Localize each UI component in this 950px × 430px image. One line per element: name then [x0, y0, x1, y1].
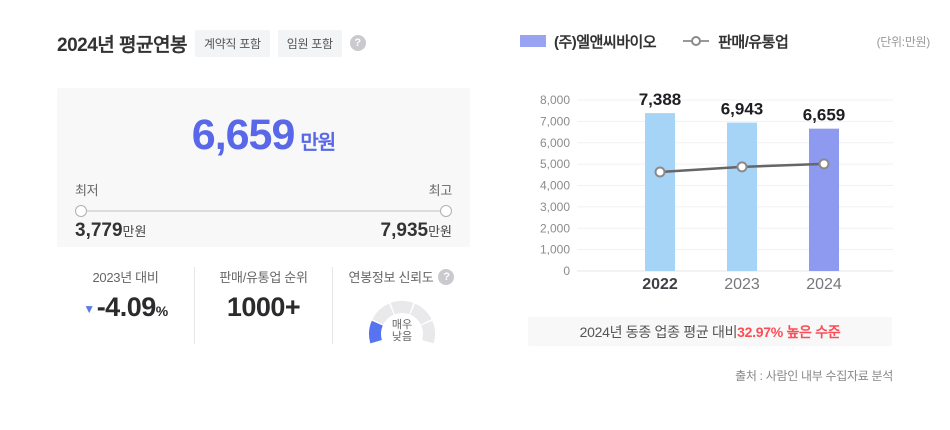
stat-yoy-value: ▼-4.09% [83, 292, 168, 322]
section-header: 2024년 평균연봉 계약직 포함 임원 포함 ? [57, 29, 470, 57]
trust-gauge: 매우 낮음 [333, 294, 470, 344]
max-value: 7,935만원 [380, 220, 452, 241]
bar-value-label-2024: 6,659 [803, 106, 846, 125]
gauge-segment-3 [390, 301, 413, 315]
salary-summary-section: 2024년 평균연봉 계약직 포함 임원 포함 ? 6,659 만원 최저 최고 … [57, 29, 470, 344]
min-value: 3,779만원 [75, 220, 147, 241]
salary-range-slider [75, 204, 452, 218]
y-axis-tick-label: 3,000 [540, 200, 570, 214]
industry-legend-label: 판매/유통업 [718, 33, 789, 51]
stat-industry-rank: 판매/유통업 순위 1000+ [194, 267, 332, 344]
line-marker-2023[interactable] [736, 161, 748, 173]
y-axis-tick-label: 5,000 [540, 157, 570, 171]
down-arrow-icon: ▼ [83, 302, 95, 316]
average-salary-unit: 만원 [300, 132, 336, 154]
unit-label: (단위:만원) [876, 35, 931, 49]
salary-range-labels: 최저 최고 [75, 180, 452, 199]
chart-legend: (주)엘앤씨바이오 판매/유통업 (단위:만원) [520, 30, 930, 52]
page-title: 2024년 평균연봉 [57, 34, 187, 56]
average-salary-value: 6,659 [191, 111, 296, 159]
badge-executive-included: 임원 포함 [277, 29, 342, 57]
y-axis-tick-label: 2,000 [540, 221, 570, 235]
average-salary-card: 6,659 만원 최저 최고 3,779만원 7,935만원 [57, 88, 470, 247]
salary-chart-section: (주)엘앤씨바이오 판매/유통업 (단위:만원) 0 1,000 2,000 3,00… [520, 30, 930, 384]
y-axis-tick-label: 4,000 [540, 179, 570, 193]
slider-knob-max [440, 205, 452, 217]
gauge-segment-4 [409, 303, 431, 325]
stat-trust-level: 연봉정보 신뢰도 ? 매우 낮음 [332, 267, 470, 344]
y-axis-tick-label: 6,000 [540, 136, 570, 150]
line-marker-2024[interactable] [818, 158, 830, 170]
min-label: 최저 [75, 183, 99, 198]
gauge-segment-5 [420, 320, 435, 344]
average-salary-value-line: 6,659 만원 [75, 112, 452, 168]
comparison-highlight: 32.97% 높은 수준 [737, 323, 841, 340]
gauge-segment-1 [368, 320, 383, 344]
company-legend-swatch [520, 35, 546, 47]
bar-value-label-2023: 6,943 [721, 100, 764, 119]
y-axis-tick-label: 0 [563, 264, 570, 278]
gauge-level-text-line2: 낮음 [391, 330, 411, 343]
badge-contract-included: 계약직 포함 [194, 29, 270, 57]
bar-2023[interactable] [727, 122, 757, 271]
gauge-segment-2 [372, 303, 394, 325]
bar-2022[interactable] [645, 113, 675, 271]
bar-2024[interactable] [809, 128, 839, 271]
stat-rank-value: 1000+ [226, 292, 301, 322]
data-source-note: 출처 : 사람인 내부 수집자료 분석 [735, 369, 893, 383]
stat-yoy-label: 2023년 대비 [92, 270, 159, 285]
company-legend-label: (주)엘앤씨바이오 [554, 33, 657, 51]
stat-yoy-change: 2023년 대비 ▼-4.09% [57, 267, 194, 344]
x-axis-label-2022: 2022 [642, 276, 678, 293]
trust-help-icon[interactable]: ? [438, 268, 455, 285]
y-axis-tick-label: 7,000 [540, 114, 570, 128]
slider-knob-min [75, 205, 87, 217]
salary-range-values: 3,779만원 7,935만원 [75, 218, 452, 245]
salary-bar-chart: 0 1,000 2,000 3,000 4,000 5,000 6,000 7,000 8,00… [520, 85, 930, 305]
y-axis-tick-label: 8,000 [540, 93, 570, 107]
gauge-level-text-line1: 매우 [391, 318, 411, 331]
stats-row: 2023년 대비 ▼-4.09% 판매/유통업 순위 1000+ 연봉정보 신뢰… [57, 267, 470, 344]
comparison-banner: 2024년 동종 업종 평균 대비 32.97% 높은 수준 [528, 317, 892, 346]
comparison-text: 2024년 동종 업종 평균 대비 [579, 323, 738, 340]
help-icon[interactable]: ? [349, 35, 366, 51]
x-axis-label-2024: 2024 [806, 276, 842, 293]
x-axis-label-2023: 2023 [724, 276, 760, 293]
bar-value-label-2022: 7,388 [639, 90, 682, 109]
line-marker-2022[interactable] [654, 166, 666, 178]
salary-chart-svg: 0 1,000 2,000 3,000 4,000 5,000 6,000 7,000 8,00… [540, 90, 893, 293]
stat-rank-label: 판매/유통업 순위 [219, 270, 308, 285]
stat-trust-label: 연봉정보 신뢰도 ? [333, 267, 470, 286]
max-label: 최고 [428, 183, 453, 198]
slider-track [80, 210, 447, 212]
y-axis-tick-label: 1,000 [540, 243, 570, 257]
line-series-icon [683, 36, 710, 46]
